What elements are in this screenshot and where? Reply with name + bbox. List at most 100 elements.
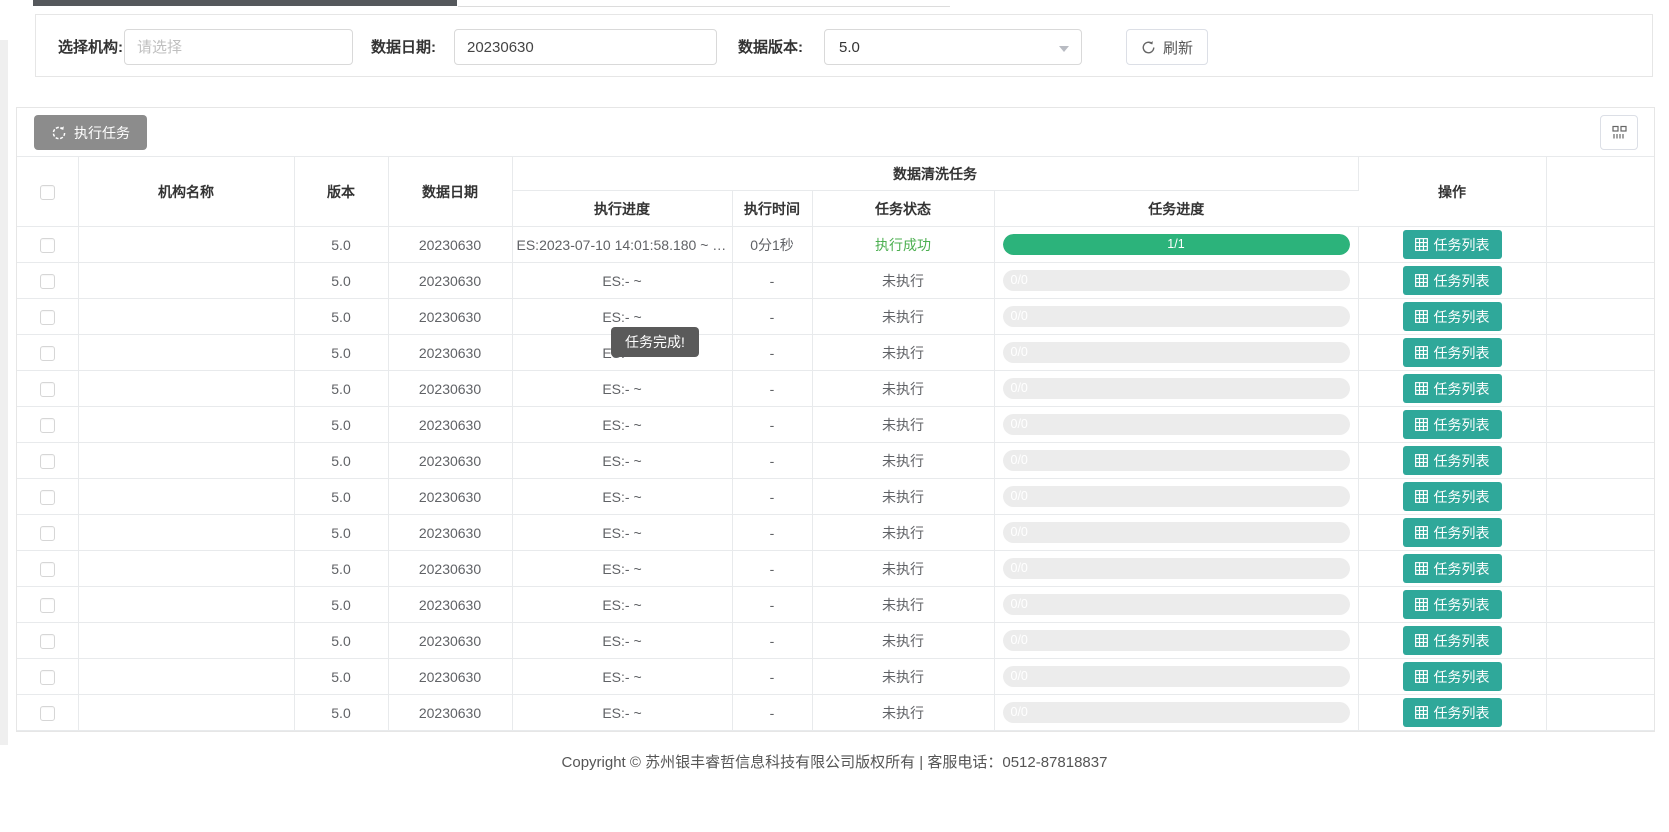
row-checkbox[interactable]: [39, 417, 55, 433]
header-version: 版本: [294, 156, 389, 227]
table-row: 5.0 20230630 ES:2023-07-10 14:01:58.180 …: [17, 226, 1654, 263]
task-list-label: 任务列表: [1433, 596, 1490, 613]
table-row: 5.0 20230630 ES:- ~ - 未执行 0/0 任务列表: [17, 298, 1654, 335]
row-checkbox[interactable]: [39, 237, 55, 253]
status-text: 未执行: [882, 272, 924, 289]
task-list-button[interactable]: 任务列表: [1402, 590, 1502, 619]
status-text: 未执行: [882, 380, 924, 397]
progress-label: 0/0: [1010, 597, 1028, 611]
action-cell: 任务列表: [1358, 406, 1547, 443]
task-list-button[interactable]: 任务列表: [1402, 374, 1502, 403]
task-list-button[interactable]: 任务列表: [1402, 698, 1502, 727]
task-list-label: 任务列表: [1433, 308, 1490, 325]
action-cell: 任务列表: [1358, 226, 1547, 263]
data-version-select[interactable]: 5.0: [824, 29, 1082, 65]
date-cell: 20230630: [388, 262, 513, 299]
filler-cell: [1546, 622, 1654, 659]
org-name-cell: [78, 550, 295, 587]
table-grid-icon: [1414, 382, 1428, 395]
exec-time-cell: -: [732, 298, 813, 335]
row-checkbox[interactable]: [39, 381, 55, 397]
task-list-button[interactable]: 任务列表: [1402, 626, 1502, 655]
row-checkbox[interactable]: [39, 633, 55, 649]
header-select-all-cell: [17, 156, 79, 227]
progress-label: 0/0: [1010, 561, 1028, 575]
row-checkbox[interactable]: [39, 669, 55, 685]
data-version-value: 5.0: [839, 38, 860, 56]
progress-label: 0/0: [1010, 309, 1028, 323]
task-list-label: 任务列表: [1433, 632, 1490, 649]
task-list-button[interactable]: 任务列表: [1402, 230, 1502, 259]
version-cell: 5.0: [294, 478, 389, 515]
refresh-label: 刷新: [1163, 39, 1194, 57]
refresh-icon: [1141, 40, 1156, 55]
exec-progress-cell: ES:- ~: [512, 514, 733, 551]
exec-time-cell: -: [732, 694, 813, 731]
table-row: 5.0 20230630 ES:- ~ - 未执行 0/0 任务列表: [17, 694, 1654, 731]
status-cell: 未执行: [812, 694, 995, 731]
progress-cell: 0/0: [994, 298, 1359, 335]
action-cell: 任务列表: [1358, 622, 1547, 659]
filler-cell: [1546, 442, 1654, 479]
row-select-cell: [17, 442, 79, 479]
row-checkbox[interactable]: [39, 705, 55, 721]
exec-progress-cell: ES:- ~: [512, 262, 733, 299]
task-list-button[interactable]: 任务列表: [1402, 338, 1502, 367]
progress-cell: 0/0: [994, 694, 1359, 731]
progress-cell: 0/0: [994, 406, 1359, 443]
date-cell: 20230630: [388, 550, 513, 587]
org-select-input[interactable]: [124, 29, 353, 65]
exec-time-cell: -: [732, 586, 813, 623]
table-grid-icon: [1414, 634, 1428, 647]
org-name-cell: [78, 622, 295, 659]
task-list-button[interactable]: 任务列表: [1402, 554, 1502, 583]
row-checkbox[interactable]: [39, 489, 55, 505]
progress-label: 0/0: [1010, 381, 1028, 395]
task-list-button[interactable]: 任务列表: [1402, 266, 1502, 295]
task-list-button[interactable]: 任务列表: [1402, 410, 1502, 439]
date-cell: 20230630: [388, 514, 513, 551]
progress-track: 0/0: [1002, 558, 1350, 579]
header-org: 机构名称: [78, 156, 295, 227]
data-date-input[interactable]: [454, 29, 717, 65]
column-settings-button[interactable]: [1600, 115, 1638, 150]
row-checkbox[interactable]: [39, 453, 55, 469]
task-list-button[interactable]: 任务列表: [1402, 482, 1502, 511]
execute-task-label: 执行任务: [74, 124, 130, 141]
org-select-label: 选择机构:: [58, 39, 123, 56]
row-checkbox[interactable]: [39, 309, 55, 325]
refresh-button[interactable]: 刷新: [1126, 29, 1209, 65]
row-select-cell: [17, 298, 79, 335]
task-list-button[interactable]: 任务列表: [1402, 302, 1502, 331]
row-checkbox[interactable]: [39, 525, 55, 541]
row-checkbox[interactable]: [39, 345, 55, 361]
date-cell: 20230630: [388, 658, 513, 695]
row-checkbox[interactable]: [39, 597, 55, 613]
progress-cell: 0/0: [994, 370, 1359, 407]
progress-cell: 0/0: [994, 262, 1359, 299]
header-exec-progress: 执行进度: [512, 190, 733, 227]
exec-progress-cell: ES:- ~: [512, 622, 733, 659]
execute-task-button[interactable]: 执行任务: [34, 115, 147, 150]
table-grid-icon: [1414, 670, 1428, 683]
task-list-label: 任务列表: [1433, 452, 1490, 469]
table-row: 5.0 20230630 ES:- ~ - 未执行 0/0 任务列表: [17, 658, 1654, 695]
row-checkbox[interactable]: [39, 561, 55, 577]
task-list-button[interactable]: 任务列表: [1402, 446, 1502, 475]
task-list-button[interactable]: 任务列表: [1402, 662, 1502, 691]
action-cell: 任务列表: [1358, 370, 1547, 407]
select-all-checkbox[interactable]: [39, 184, 55, 200]
version-cell: 5.0: [294, 406, 389, 443]
progress-label: 0/0: [1010, 705, 1028, 719]
version-cell: 5.0: [294, 334, 389, 371]
page-left-gutter: [0, 40, 8, 745]
task-list-button[interactable]: 任务列表: [1402, 518, 1502, 547]
filler-cell: [1546, 478, 1654, 515]
progress-cell: 0/0: [994, 586, 1359, 623]
table-grid-icon: [1414, 418, 1428, 431]
progress-cell: 1/1: [994, 226, 1359, 263]
progress-label: 0/0: [1010, 525, 1028, 539]
progress-track: 0/0: [1002, 666, 1350, 687]
row-checkbox[interactable]: [39, 273, 55, 289]
exec-progress-cell: ES:- ~: [512, 406, 733, 443]
